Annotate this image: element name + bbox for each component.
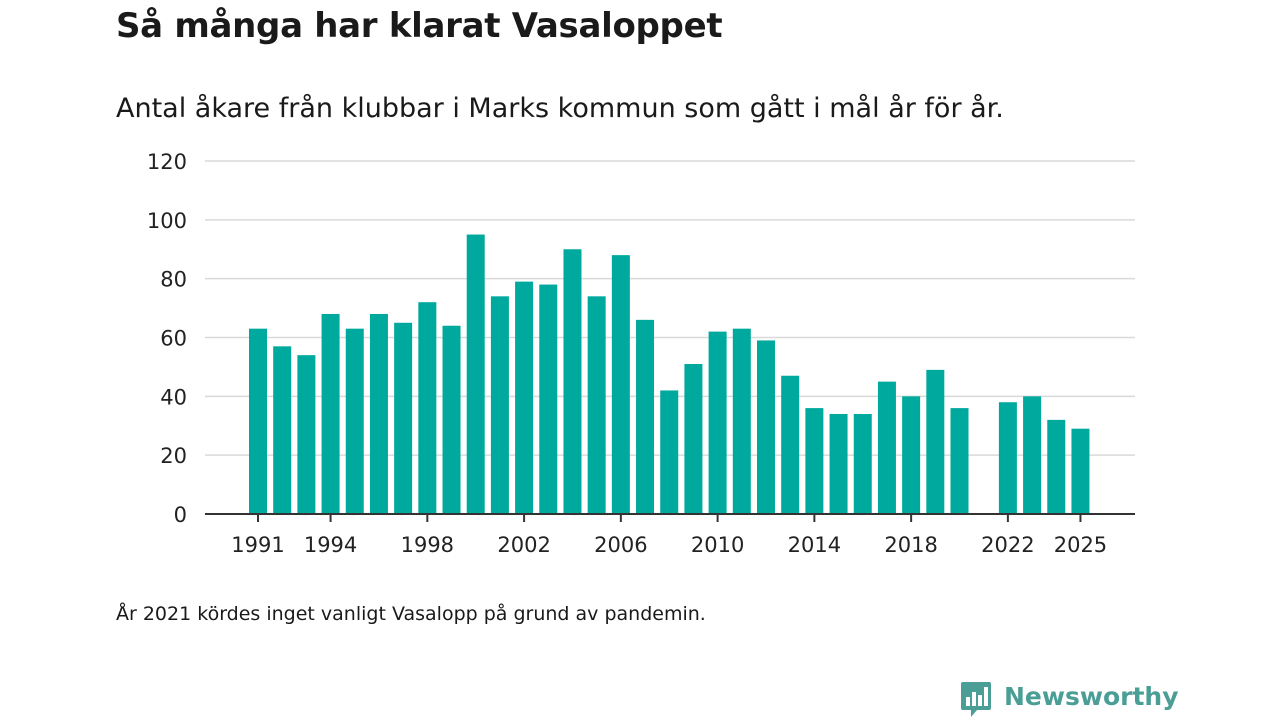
x-axis: 1991 1994 1998 2002 2006 2010 2014 2018 2022 2025 (205, 513, 1135, 557)
bar-2008 (660, 390, 679, 514)
x-tick-label: 1991 (231, 533, 284, 557)
bars (249, 234, 1090, 515)
x-tick-label: 2014 (788, 533, 841, 557)
bar-2001 (490, 296, 509, 514)
bar-1999 (442, 325, 461, 514)
brand-logo: Newsworthy (960, 680, 1179, 720)
bar-2023 (1023, 396, 1042, 514)
bar-1996 (369, 313, 388, 514)
bar-1997 (394, 322, 413, 514)
x-tick-label: 2022 (981, 533, 1034, 557)
bar-1995 (345, 328, 364, 514)
bar-2019 (926, 369, 945, 514)
bar-2022 (998, 402, 1017, 514)
y-tick-label: 20 (160, 444, 187, 468)
y-tick-label: 100 (147, 209, 187, 233)
bar-2011 (732, 328, 751, 514)
bar-2003 (539, 284, 558, 514)
footnote: År 2021 kördes inget vanligt Vasalopp på… (116, 603, 706, 625)
bar-2018 (902, 396, 921, 514)
x-tick-label: 2025 (1054, 533, 1107, 557)
bar-chart-speech-bubble-icon (961, 682, 991, 717)
bar-2002 (515, 281, 534, 514)
bar-2010 (708, 331, 727, 514)
y-axis: 0 20 40 60 80 100 120 (147, 150, 187, 527)
bar-2015 (829, 413, 848, 514)
bar-2004 (563, 249, 582, 514)
bar-1992 (273, 346, 292, 514)
chart-title: Så många har klarat Vasaloppet (116, 6, 723, 46)
x-tick-label: 1998 (401, 533, 454, 557)
chart-subtitle: Antal åkare från klubbar i Marks kommun … (116, 93, 1004, 124)
bar-2014 (805, 408, 824, 514)
y-tick-label: 0 (174, 503, 187, 527)
bar-2025 (1071, 428, 1090, 514)
y-tick-label: 80 (160, 268, 187, 292)
bar-2020 (950, 408, 969, 514)
x-tick-label: 2010 (691, 533, 744, 557)
bar-2000 (466, 234, 485, 515)
bar-2024 (1047, 419, 1066, 514)
brand-name: Newsworthy (1004, 681, 1179, 711)
y-tick-label: 40 (160, 385, 187, 409)
bar-2006 (611, 255, 630, 514)
bar-1993 (297, 355, 316, 514)
x-tick-label: 1994 (304, 533, 357, 557)
bar-2016 (853, 413, 872, 514)
bar-2009 (684, 363, 703, 514)
bar-2012 (756, 340, 775, 514)
bar-2017 (877, 381, 896, 515)
x-tick-label: 2002 (497, 533, 550, 557)
bar-1998 (418, 302, 437, 514)
y-tick-label: 120 (147, 150, 187, 174)
y-tick-label: 60 (160, 327, 187, 351)
bar-2005 (587, 296, 606, 514)
x-tick-label: 2018 (884, 533, 937, 557)
bar-1994 (321, 313, 340, 514)
bar-2013 (781, 375, 800, 514)
x-tick-label: 2006 (594, 533, 647, 557)
bar-1991 (249, 328, 267, 514)
bar-2007 (636, 319, 655, 514)
